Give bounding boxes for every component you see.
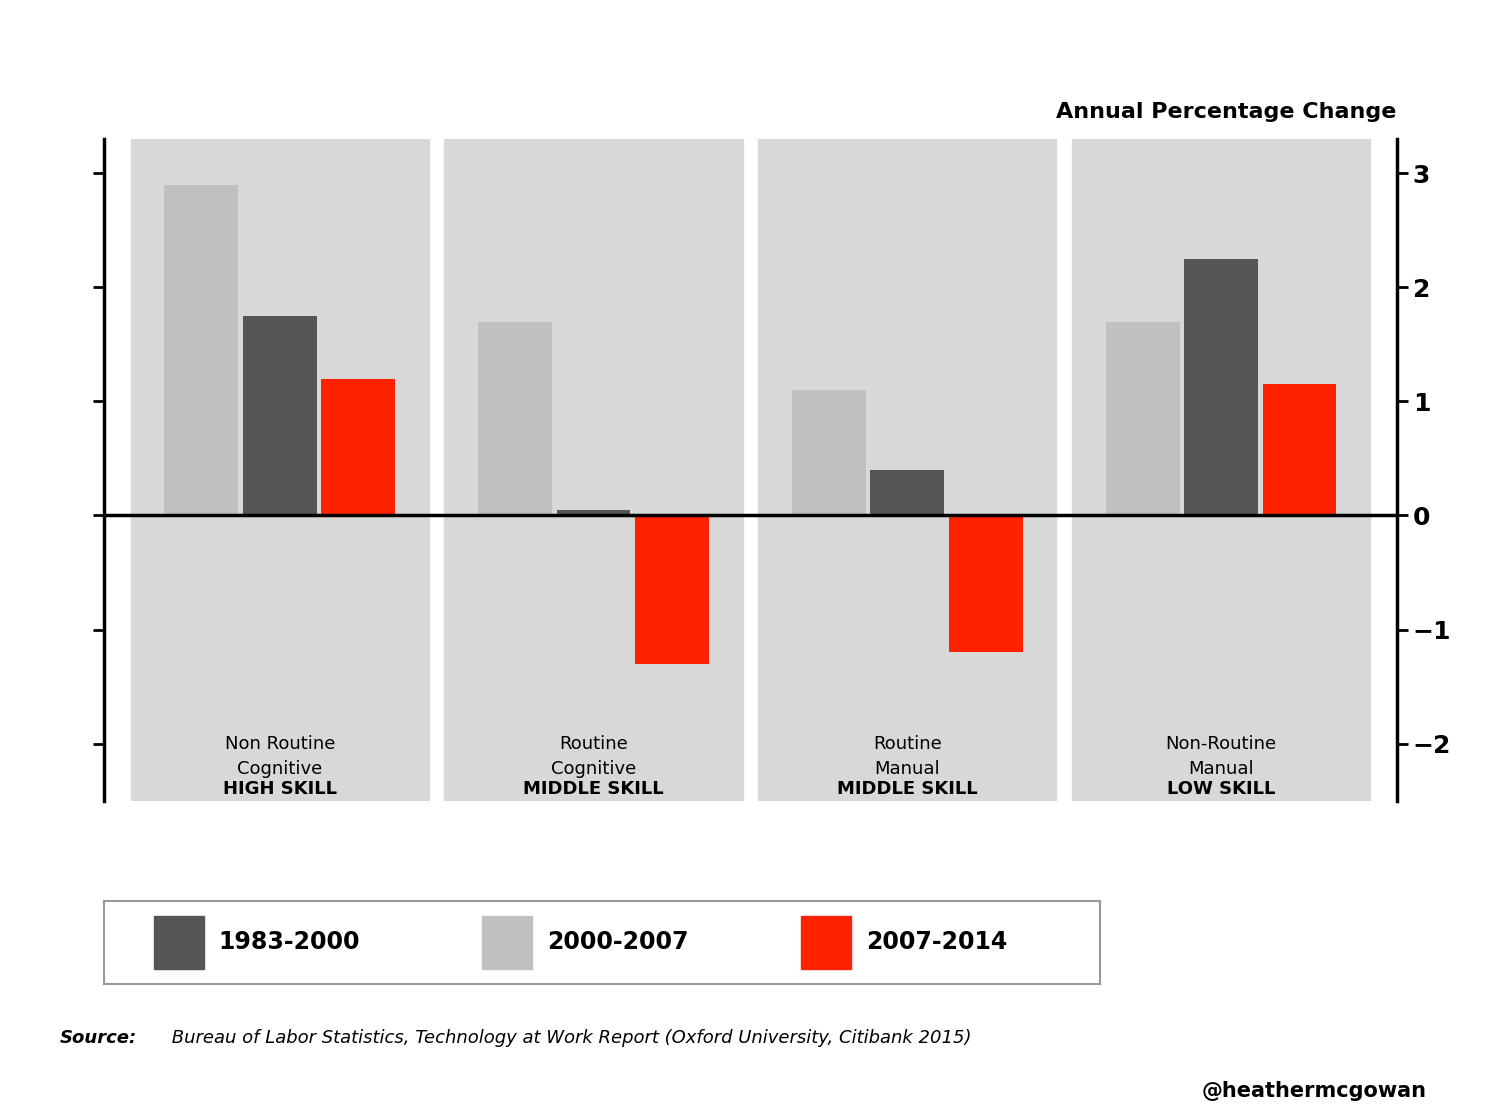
Bar xyxy=(950,516,1022,653)
Bar xyxy=(1263,385,1336,516)
Text: 2007-2014: 2007-2014 xyxy=(866,931,1008,954)
Bar xyxy=(1106,321,1180,516)
Text: 1983-2000: 1983-2000 xyxy=(218,931,360,954)
Text: Non Routine
Cognitive: Non Routine Cognitive xyxy=(224,735,334,778)
Text: 2000-2007: 2000-2007 xyxy=(547,931,688,954)
Bar xyxy=(321,378,395,516)
Bar xyxy=(131,139,429,801)
Bar xyxy=(155,916,204,969)
Bar xyxy=(557,509,630,516)
Bar xyxy=(444,139,743,801)
Bar xyxy=(871,469,944,516)
Bar xyxy=(478,321,551,516)
Text: Polarization of Job Growth (High Skill and Low Skill): Polarization of Job Growth (High Skill a… xyxy=(134,38,1352,79)
Bar xyxy=(242,316,317,516)
Text: HIGH SKILL: HIGH SKILL xyxy=(223,781,337,798)
Text: Routine
Manual: Routine Manual xyxy=(872,735,942,778)
Text: @heathermcgowan: @heathermcgowan xyxy=(1202,1081,1427,1101)
Bar xyxy=(1071,139,1370,801)
Text: Routine
Cognitive: Routine Cognitive xyxy=(551,735,636,778)
Text: Bureau of Labor Statistics, Technology at Work Report (Oxford University, Citiba: Bureau of Labor Statistics, Technology a… xyxy=(166,1029,972,1046)
Text: Non-Routine
Manual: Non-Routine Manual xyxy=(1165,735,1276,778)
Text: LOW SKILL: LOW SKILL xyxy=(1167,781,1275,798)
Bar xyxy=(758,139,1057,801)
Bar xyxy=(792,390,866,516)
Bar xyxy=(165,185,238,516)
Bar xyxy=(1184,259,1259,516)
Text: Source:: Source: xyxy=(59,1029,137,1046)
Text: MIDDLE SKILL: MIDDLE SKILL xyxy=(523,781,664,798)
Bar xyxy=(635,516,709,664)
Text: MIDDLE SKILL: MIDDLE SKILL xyxy=(837,781,978,798)
Text: Annual Percentage Change: Annual Percentage Change xyxy=(1057,102,1397,122)
Bar xyxy=(483,916,532,969)
Bar xyxy=(801,916,851,969)
